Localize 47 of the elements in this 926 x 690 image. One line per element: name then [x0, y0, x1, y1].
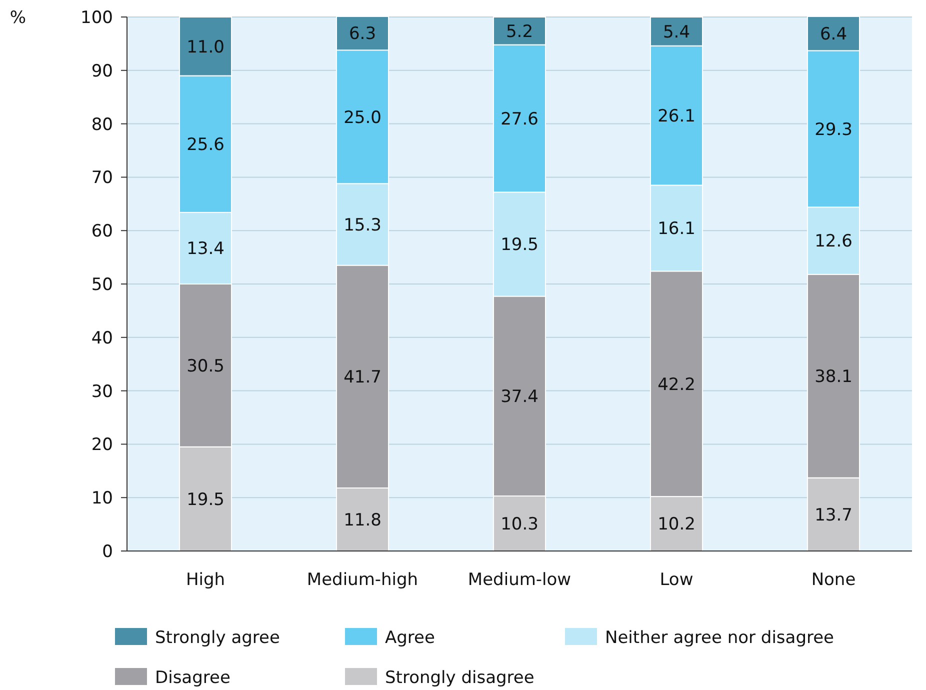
data-label: 10.3 [500, 514, 538, 534]
data-label: 11.8 [344, 510, 382, 530]
data-label: 25.6 [186, 135, 224, 156]
x-tick-label: High [186, 570, 226, 590]
data-label: 5.4 [662, 22, 690, 42]
data-label: 42.2 [658, 374, 696, 395]
data-label: 6.3 [348, 24, 376, 44]
data-label: 37.4 [500, 387, 538, 408]
data-label: 26.1 [658, 106, 696, 126]
y-tick-label: 60 [91, 222, 113, 242]
legend-label: Disagree [155, 668, 230, 688]
y-tick-label: 40 [91, 328, 113, 348]
data-label: 29.3 [814, 120, 852, 140]
data-label: 5.2 [506, 22, 534, 42]
data-label: 12.6 [814, 232, 852, 252]
data-label: 6.4 [820, 24, 848, 45]
data-label: 16.1 [658, 219, 696, 240]
data-label: 41.7 [344, 368, 382, 388]
y-tick-label: 10 [91, 488, 113, 509]
y-tick-label: 0 [102, 542, 113, 562]
y-tick-label: 100 [80, 8, 113, 28]
x-tick-label: Low [660, 570, 694, 590]
y-tick-label: 50 [91, 274, 113, 295]
legend-label: Strongly disagree [385, 668, 534, 688]
data-label: 38.1 [814, 367, 852, 388]
y-tick-label: 90 [91, 61, 113, 82]
x-tick-label: Medium-low [468, 570, 572, 590]
data-label: 13.4 [186, 239, 224, 260]
data-label: 19.5 [186, 490, 224, 510]
data-label: 27.6 [500, 109, 538, 130]
data-label: 13.7 [814, 505, 852, 526]
y-tick-label: 30 [91, 382, 113, 402]
y-tick-label: 80 [91, 114, 113, 135]
legend-label: Strongly agree [155, 628, 280, 648]
legend-label: Neither agree nor disagree [605, 628, 834, 648]
data-label: 10.2 [658, 514, 696, 535]
y-tick-label: 70 [91, 168, 113, 188]
y-axis-title: % [10, 8, 26, 28]
x-tick-label: Medium-high [306, 570, 418, 590]
legend-label: Agree [385, 628, 435, 648]
x-tick-label: None [811, 570, 856, 590]
data-label: 11.0 [186, 37, 224, 58]
y-tick-label: 20 [91, 435, 113, 456]
data-label: 15.3 [344, 215, 382, 236]
data-label: 30.5 [186, 356, 224, 376]
data-label: 19.5 [500, 235, 538, 256]
data-label: 25.0 [344, 108, 382, 128]
